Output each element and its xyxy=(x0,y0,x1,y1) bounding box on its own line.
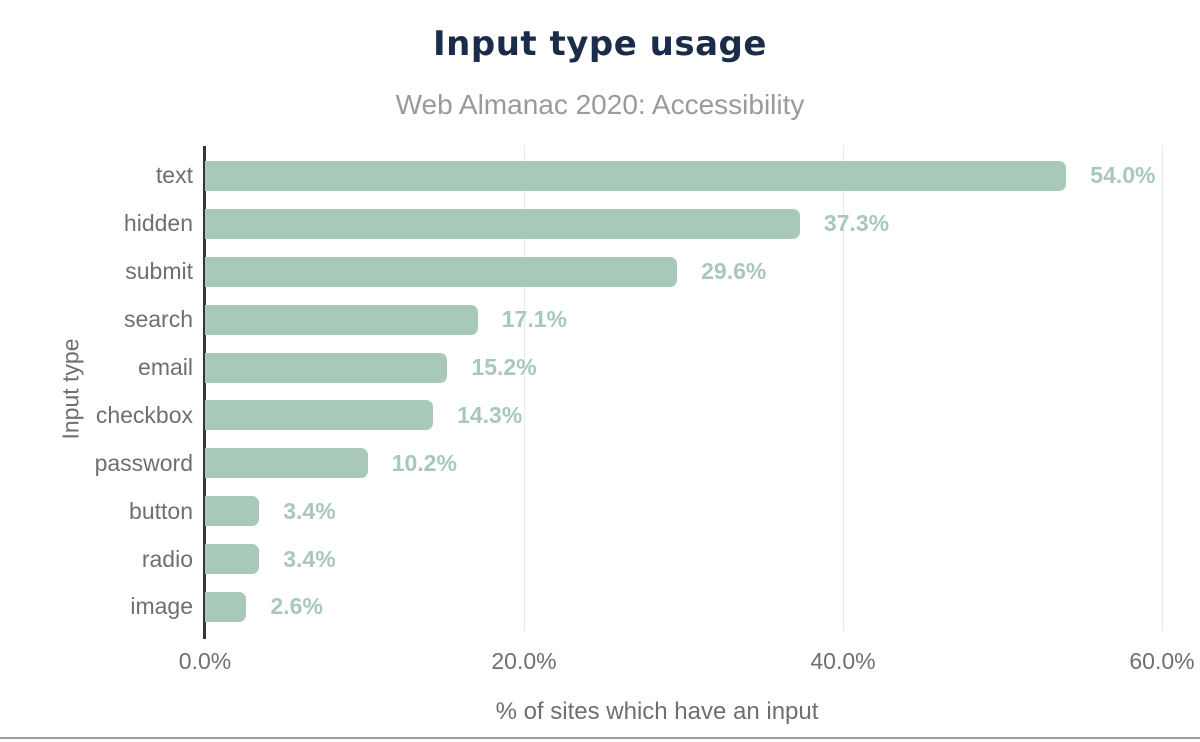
bar-row: 17.1% xyxy=(205,296,1162,344)
bar-row: 10.2% xyxy=(205,439,1162,487)
bar-value-label: 54.0% xyxy=(1090,162,1156,189)
bar-email[interactable] xyxy=(205,352,448,383)
bar-row: 54.0% xyxy=(205,152,1162,200)
bar-search[interactable] xyxy=(205,304,478,335)
bar-image[interactable] xyxy=(205,591,247,622)
category-label: hidden xyxy=(123,210,193,237)
bar-submit[interactable] xyxy=(205,256,678,287)
bar-row: 29.6% xyxy=(205,248,1162,296)
bar-hidden[interactable] xyxy=(205,208,800,239)
gridline-20 xyxy=(523,146,525,631)
category-label: image xyxy=(130,593,193,620)
bar-value-label: 10.2% xyxy=(391,449,457,476)
plot-area: 54.0% 37.3% 29.6% 17.1% 15.2% 14.3% 10.2% 3.4% 3… xyxy=(203,146,1163,639)
category-label: radio xyxy=(141,545,193,572)
bar-value-label: 2.6% xyxy=(270,593,323,620)
category-label: email xyxy=(138,354,193,380)
bar-row: 37.3% xyxy=(205,200,1162,248)
bar-value-label: 15.2% xyxy=(471,354,537,380)
bar-button[interactable] xyxy=(205,496,260,527)
bar-rows: 54.0% 37.3% 29.6% 17.1% 15.2% 14.3% 10.2% 3.4% 3… xyxy=(205,146,1162,631)
chart-title: Input type usage xyxy=(433,24,767,64)
bar-value-label: 14.3% xyxy=(457,401,523,428)
y-axis-line xyxy=(203,146,206,639)
bar-text[interactable] xyxy=(205,160,1067,191)
x-tick-label: 0.0% xyxy=(178,648,232,674)
x-tick-label: 60.0% xyxy=(1129,648,1195,674)
gridline-40 xyxy=(842,146,844,631)
bottom-divider xyxy=(0,737,1200,739)
y-axis-labels: text hidden submit search email checkbox passw… xyxy=(0,146,193,637)
x-tick-label: 40.0% xyxy=(810,648,876,674)
bar-row: 14.3% xyxy=(205,391,1162,439)
bar-row: 3.4% xyxy=(205,487,1162,535)
chart-subtitle: Web Almanac 2020: Accessibility xyxy=(395,89,805,120)
x-axis-title: % of sites which have an input xyxy=(495,698,819,725)
category-label: button xyxy=(129,497,193,524)
bar-password[interactable] xyxy=(205,448,368,479)
gridline-60 xyxy=(1162,146,1163,631)
bar-row: 3.4% xyxy=(205,535,1162,583)
bar-value-label: 17.1% xyxy=(501,306,567,333)
bar-value-label: 29.6% xyxy=(701,258,767,285)
category-label: password xyxy=(94,449,193,476)
x-axis-ticks: 0.0% 20.0% 40.0% 60.0% xyxy=(179,648,1195,678)
category-label: submit xyxy=(125,258,193,285)
x-tick-label: 20.0% xyxy=(491,648,557,674)
bar-radio[interactable] xyxy=(205,544,260,575)
bar-checkbox[interactable] xyxy=(205,400,434,431)
bar-value-label: 3.4% xyxy=(283,545,336,572)
category-label: checkbox xyxy=(95,401,193,428)
category-label: search xyxy=(123,306,193,333)
bar-value-label: 3.4% xyxy=(283,497,336,524)
category-label: text xyxy=(155,162,193,189)
bar-value-label: 37.3% xyxy=(823,210,890,237)
bar-row: 2.6% xyxy=(205,583,1162,631)
bar-row: 15.2% xyxy=(205,344,1162,392)
